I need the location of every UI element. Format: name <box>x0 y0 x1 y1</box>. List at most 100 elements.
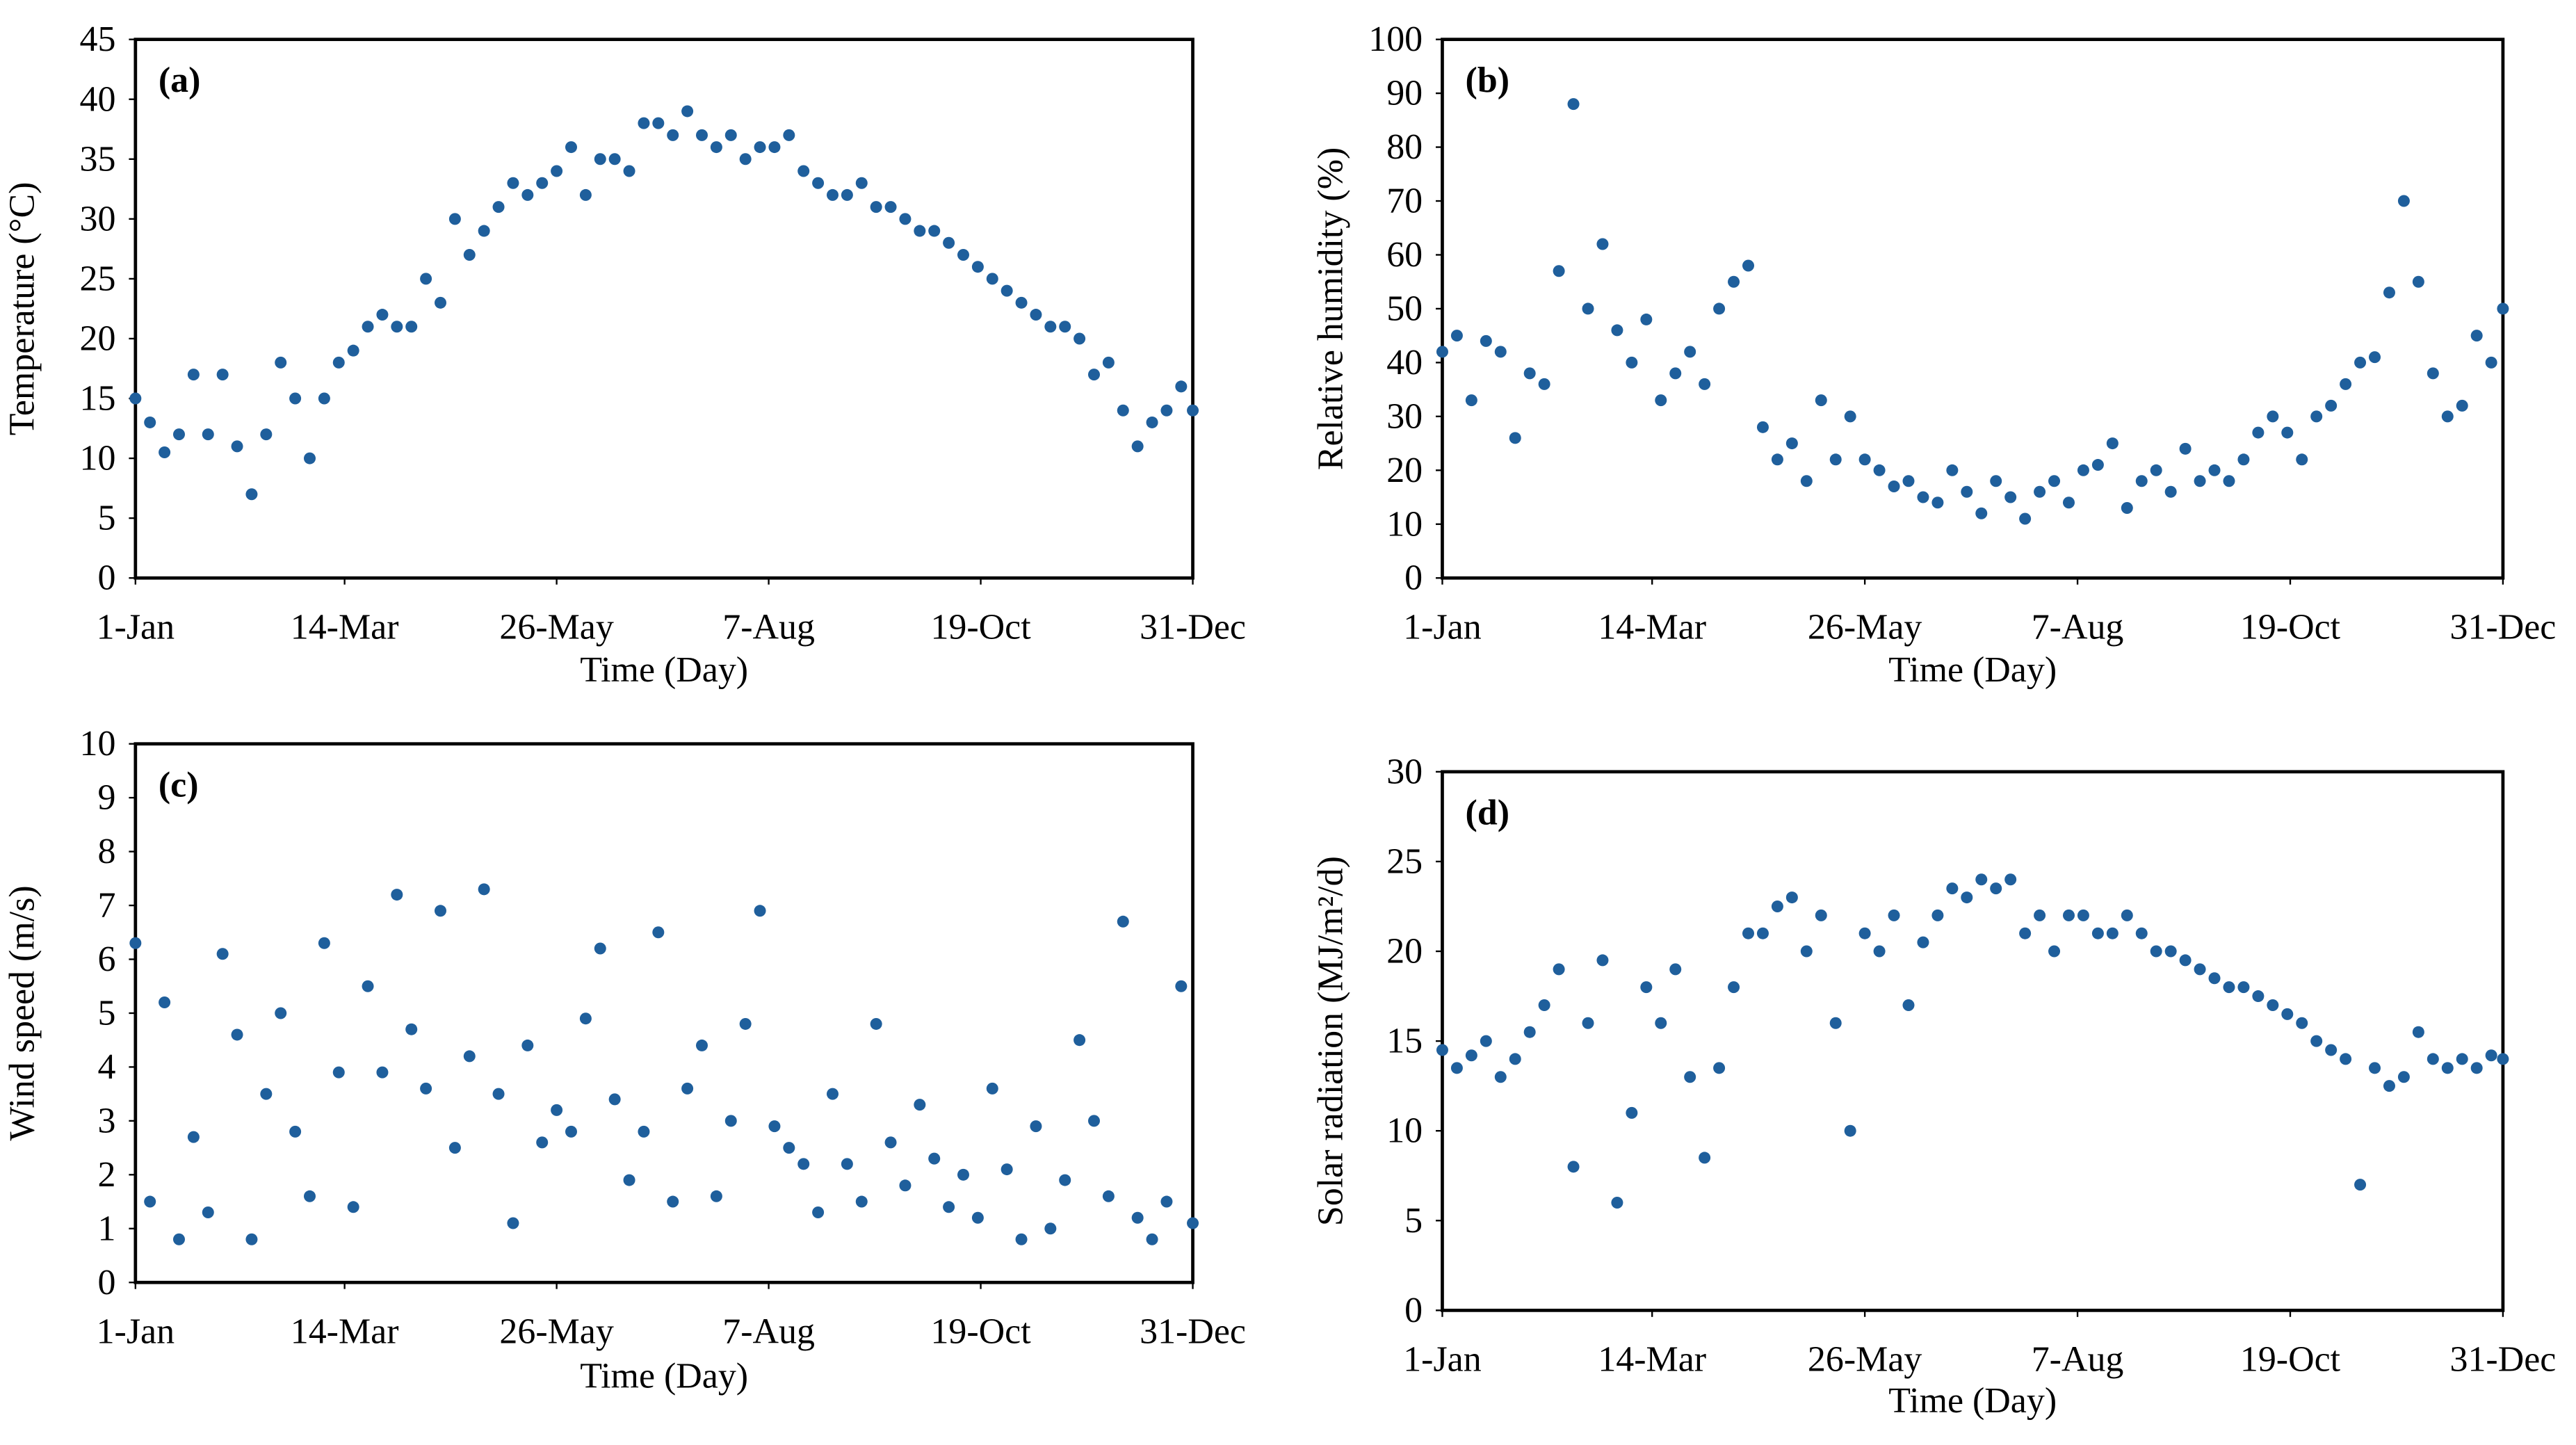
point <box>1728 275 1740 288</box>
point <box>1931 497 1944 509</box>
point <box>463 248 476 261</box>
point <box>1494 1071 1507 1083</box>
point <box>914 1099 926 1111</box>
point <box>1131 1211 1144 1224</box>
point <box>159 446 171 458</box>
point <box>884 1136 897 1149</box>
point <box>783 1142 795 1154</box>
point <box>2296 1017 2308 1029</box>
point <box>1800 475 1813 487</box>
y-tick-label: 20 <box>80 318 116 358</box>
point <box>2296 453 2308 466</box>
y-tick-label: 30 <box>80 199 116 239</box>
point <box>1509 432 1521 444</box>
x-tick-label: 26-May <box>1808 608 1922 647</box>
point <box>943 236 955 249</box>
point <box>986 1082 998 1095</box>
point <box>2194 475 2206 487</box>
point <box>1044 1222 1057 1235</box>
point <box>754 905 766 917</box>
point <box>1771 453 1783 466</box>
point <box>405 321 418 333</box>
point <box>1553 963 1565 976</box>
point <box>172 428 185 441</box>
point <box>318 937 330 949</box>
y-tick-label: 10 <box>80 439 116 478</box>
point <box>1015 296 1028 309</box>
point <box>1523 1026 1536 1038</box>
point <box>1873 464 1886 476</box>
point <box>594 942 606 955</box>
point <box>1015 1233 1028 1245</box>
point <box>1902 475 1915 487</box>
point <box>1684 1071 1696 1083</box>
panel: 0 1 2 3 4 5 6 7 8 9 10 1-Jan 14-Mar 26-May 7-Aug 19-Oct… <box>2 724 1246 1396</box>
y-tick-label: 5 <box>98 993 116 1033</box>
point <box>1800 945 1813 958</box>
point <box>303 1190 316 1202</box>
point <box>1102 356 1115 369</box>
point <box>2062 909 2075 921</box>
point <box>1946 882 1959 895</box>
y-tick-label: 10 <box>1386 504 1423 544</box>
point <box>1001 284 1013 297</box>
point <box>1465 1049 1477 1062</box>
point <box>797 165 810 177</box>
point <box>638 1125 650 1138</box>
point <box>2497 302 2509 315</box>
y-tick-label: 10 <box>1386 1111 1423 1151</box>
point <box>391 889 403 901</box>
point <box>420 1082 432 1095</box>
point <box>2354 356 2367 369</box>
point <box>448 213 461 225</box>
y-tick-label: 50 <box>1386 289 1423 328</box>
point <box>2019 512 2032 525</box>
y-axis-title: Relative humidity (%) <box>1311 147 1350 470</box>
point <box>1626 356 1638 369</box>
point <box>362 980 374 992</box>
y-tick-label: 6 <box>98 939 116 979</box>
y-tick-label: 20 <box>1386 932 1423 971</box>
point <box>1087 1115 1100 1127</box>
point <box>724 129 737 141</box>
point <box>1436 346 1448 358</box>
y-tick-label: 7 <box>98 886 116 926</box>
point <box>1553 265 1565 277</box>
point <box>129 937 142 949</box>
point <box>1117 915 1129 928</box>
y-tick-label: 2 <box>98 1155 116 1195</box>
point <box>202 1206 214 1219</box>
y-tick-label: 1 <box>98 1209 116 1248</box>
point <box>1829 453 1842 466</box>
point <box>1582 302 1594 315</box>
point <box>2164 485 2177 498</box>
y-tick-label: 4 <box>98 1047 116 1087</box>
point <box>1187 404 1199 417</box>
point <box>129 392 142 405</box>
point <box>943 1201 955 1213</box>
point <box>841 188 853 201</box>
y-tick-label: 3 <box>98 1101 116 1140</box>
point <box>1102 1190 1115 1202</box>
point <box>2034 909 2046 921</box>
point <box>1917 491 1929 503</box>
point <box>739 153 752 166</box>
point <box>1975 873 1988 886</box>
point <box>2223 475 2235 487</box>
point <box>144 416 156 428</box>
point <box>739 1017 752 1030</box>
point <box>2412 1026 2424 1038</box>
point <box>521 1039 534 1051</box>
point <box>492 1088 505 1100</box>
point <box>2179 442 2192 455</box>
point <box>2106 927 2119 939</box>
point <box>1699 378 1711 390</box>
point <box>667 129 679 141</box>
panel: 0 10 20 30 40 50 60 70 80 90 100 1-Jan 14-Mar 26-May 7… <box>1311 19 2556 690</box>
point <box>231 440 243 453</box>
panel-label: (c) <box>159 765 199 805</box>
y-tick-label: 30 <box>1386 396 1423 436</box>
point <box>1509 1053 1521 1065</box>
point <box>2456 399 2468 412</box>
point <box>1728 981 1740 994</box>
